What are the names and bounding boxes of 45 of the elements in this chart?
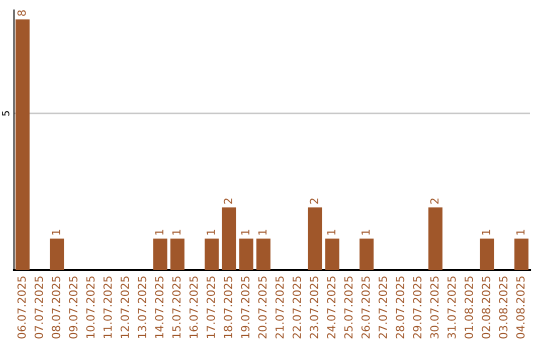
x-tick-label: 04.08.2025	[516, 276, 525, 338]
x-tick-label: 27.07.2025	[378, 276, 388, 338]
x-tick-label: 16.07.2025	[189, 276, 198, 338]
x-tick-label: 28.07.2025	[396, 276, 404, 338]
x-tick-label: 24.07.2025	[327, 276, 336, 338]
data-label: 8	[17, 10, 26, 16]
x-tick-label: 21.07.2025	[275, 276, 284, 338]
data-label: 2	[224, 198, 232, 204]
x-tick-label: 02.08.2025	[482, 276, 490, 338]
data-label: 1	[241, 230, 250, 235]
y-tick-label: 5	[2, 111, 10, 116]
data-label: 1	[258, 230, 266, 235]
x-tick-label: 13.07.2025	[138, 276, 146, 338]
data-label: 2	[430, 198, 438, 204]
x-tick-label: 20.07.2025	[258, 276, 267, 338]
x-tick-label: 26.07.2025	[361, 276, 370, 338]
data-label: 1	[155, 230, 164, 235]
x-tick-label: 23.07.2025	[310, 276, 318, 338]
data-label: 1	[172, 230, 180, 235]
x-tick-label: 14.07.2025	[155, 276, 164, 338]
data-label: 1	[362, 230, 370, 235]
data-label: 2	[310, 198, 318, 204]
x-tick-label: 10.07.2025	[86, 276, 95, 338]
data-label: 1	[516, 230, 524, 235]
data-label: 1	[482, 230, 490, 235]
data-label: 1	[327, 230, 336, 235]
x-tick-label: 30.07.2025	[430, 276, 439, 338]
x-tick-label: 08.07.2025	[52, 276, 60, 338]
x-tick-label: 25.07.2025	[344, 276, 353, 338]
x-tick-label: 09.07.2025	[69, 276, 78, 338]
data-label: 1	[206, 230, 215, 235]
x-tick-label: 06.07.2025	[17, 276, 26, 338]
x-tick-label: 15.07.2025	[172, 276, 181, 338]
x-tick-label: 19.07.2025	[241, 276, 250, 338]
x-tick-label: 12.07.2025	[120, 276, 130, 338]
x-tick-label: 17.07.2025	[206, 276, 216, 338]
x-tick-label: 11.07.2025	[103, 276, 112, 338]
x-tick-label: 01.08.2025	[464, 276, 474, 338]
x-tick-label: 22.07.2025	[292, 276, 302, 338]
x-tick-label: 29.07.2025	[413, 276, 422, 338]
x-tick-label: 31.07.2025	[447, 276, 456, 338]
data-label: 1	[52, 230, 60, 235]
x-tick-label: 18.07.2025	[224, 276, 232, 338]
x-tick-label: 03.08.2025	[499, 276, 508, 338]
x-tick-label: 07.07.2025	[34, 276, 44, 338]
